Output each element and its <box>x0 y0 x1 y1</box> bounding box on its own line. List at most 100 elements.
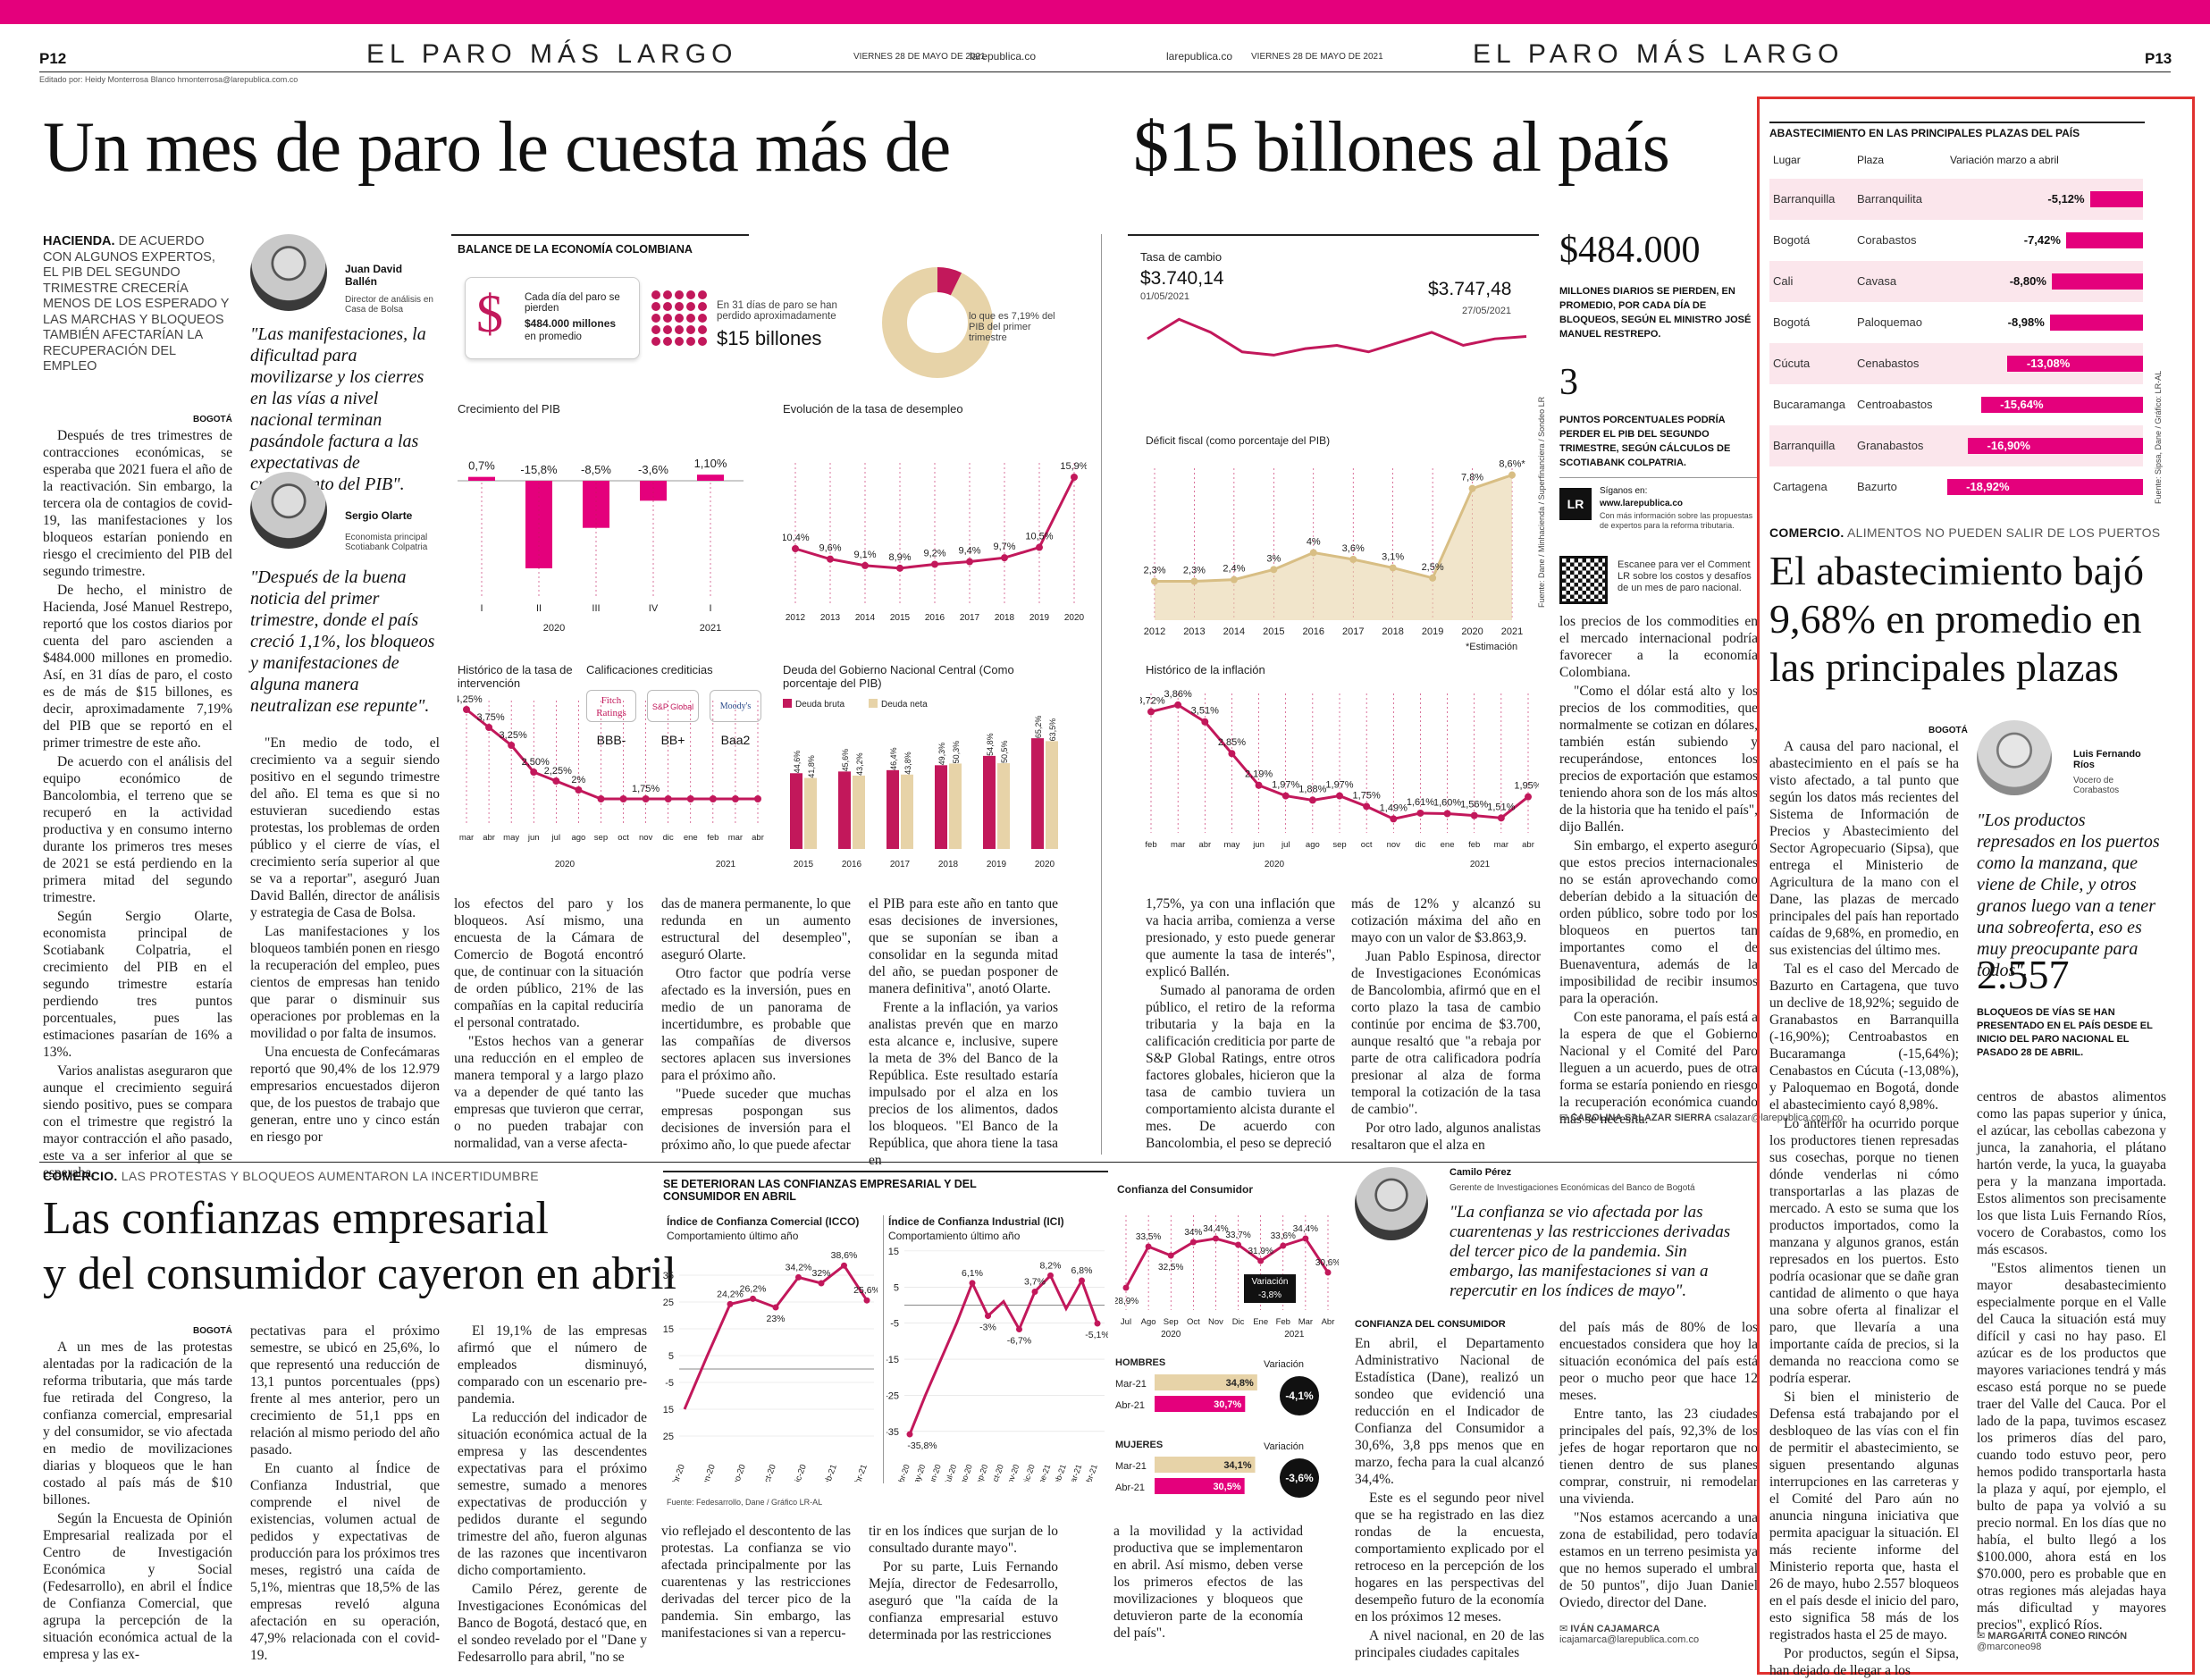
data-label: 65,2% <box>1034 716 1043 739</box>
paragraph: Si bien el ministerio de Defensa está tr… <box>1769 1390 1959 1642</box>
site-right[interactable]: larepublica.co <box>1166 50 1233 63</box>
cell-plaza: Barranquilita <box>1857 192 1922 206</box>
divider <box>1559 477 1758 478</box>
paragraph: Entre tanto, las 23 ciudades principales… <box>1559 1407 1758 1507</box>
group-label: 2021 <box>1284 1330 1305 1340</box>
tick-label: 2015 <box>1263 626 1284 637</box>
author-mail[interactable]: icajamarca@larepublica.com.co <box>1559 1634 1700 1645</box>
dollar-icon: $ <box>476 284 503 343</box>
tick-label: mar <box>1494 840 1508 850</box>
series-line <box>1124 1237 1330 1289</box>
data-label: 6,8% <box>1071 1265 1093 1276</box>
ici-chart: 15 5 -5 -15 -25 -35 -35,8% 6,1% -3% -6,7% 3,7% 8,2%… <box>887 1247 1108 1482</box>
data-label: 0,7% <box>468 459 495 473</box>
table-row: Cali Cavasa -8,80% <box>1769 261 2143 302</box>
data-label: 34% <box>1184 1228 1202 1238</box>
story2-quote-name: Camilo Pérez <box>1450 1167 1512 1178</box>
author-mail[interactable]: csalazar@larepublica.com.co <box>1714 1113 1844 1123</box>
top-color-bar <box>0 0 2210 24</box>
data-label: 50,3% <box>952 741 961 764</box>
tick-label: Ago <box>1141 1317 1156 1327</box>
quote2-role: Economista principal Scotiabank Colpatri… <box>345 533 428 552</box>
tick-label: I <box>480 603 483 614</box>
tick-label: sep <box>1332 840 1346 850</box>
story2-col-1: A un mes de las protestas alentadas por … <box>43 1339 232 1665</box>
data-label: 9,6% <box>819 543 841 554</box>
author-mail[interactable]: @marconeo98 <box>1977 1642 2042 1652</box>
y-tick: -35 <box>887 1427 899 1438</box>
daily-unit: en promedio <box>525 332 582 342</box>
paragraph: En cuanto al Índice de Confianza Industr… <box>250 1461 440 1663</box>
data-label: 41,8% <box>807 755 816 778</box>
data-label: 31,9% <box>1248 1247 1273 1256</box>
story3-quote-text: "Los productos represados en los puertos… <box>1977 811 2160 980</box>
rating-fitch: BBB- <box>596 733 626 747</box>
paragraph: el PIB para este año en tanto que esas d… <box>869 896 1058 996</box>
avatar <box>1977 720 2052 795</box>
tick-label: jun <box>1252 840 1265 850</box>
tick-label: 2019 <box>987 860 1007 869</box>
confidence-chart-title: SE DETERIORAN LAS CONFIANZAS EMPRESARIAL… <box>663 1178 977 1203</box>
data-label: 34,1% <box>1223 1460 1251 1471</box>
data-point <box>750 1295 756 1302</box>
data-point <box>1429 574 1437 582</box>
tick-label: Mar <box>1298 1317 1313 1327</box>
tick-label: mar <box>728 833 743 843</box>
data-point <box>1094 1320 1101 1327</box>
data-point <box>1189 1239 1197 1246</box>
tick-label: Ene-21 <box>1035 1463 1052 1482</box>
supply-source: Fuente: Sipsa, Dane / Gráfico: LR-AL <box>2154 370 2163 504</box>
qr-code[interactable] <box>1559 556 1608 604</box>
data-label: 1,56% <box>1460 800 1488 811</box>
avatar <box>250 472 327 549</box>
tick-label: ago <box>571 833 585 843</box>
debt-bar-gross <box>935 765 947 849</box>
data-point <box>754 795 761 802</box>
variation-circle <box>1280 1376 1319 1415</box>
variation-bar <box>1967 438 2143 454</box>
author-name: CAROLINA SALAZAR SIERRA <box>1570 1113 1712 1123</box>
variation-label: -18,92% <box>1966 480 2010 493</box>
pie-text: lo que es 7,19% del PIB del primer trime… <box>969 311 1055 343</box>
data-point <box>818 1280 825 1287</box>
paragraph: más de 12% y alcanzó su cotización máxim… <box>1351 896 1541 945</box>
follow-site[interactable]: www.larepublica.co <box>1600 499 1683 508</box>
site-left[interactable]: larepublica.co <box>970 50 1037 63</box>
data-point <box>1147 708 1155 716</box>
data-point <box>1001 554 1008 562</box>
data-point <box>1201 718 1209 726</box>
tick-label: abr <box>752 833 764 843</box>
chart-divider <box>883 1215 884 1483</box>
tick-label: 2014 <box>855 613 876 623</box>
debt-bar-net <box>901 774 913 849</box>
group-title: MUJERES <box>1115 1440 1163 1450</box>
data-label: 23% <box>766 1314 785 1324</box>
story2-kicker: COMERCIO. LAS PROTESTAS Y BLOQUEOS AUMEN… <box>43 1169 539 1183</box>
paragraph: Varios analistas aseguraron que aunque e… <box>43 1063 232 1180</box>
story2-headline-1: Las confianzas empresarial <box>43 1193 549 1244</box>
section-divider <box>39 1162 1757 1163</box>
data-label: 30,6% <box>1315 1258 1339 1268</box>
paragraph: los efectos del paro y los bloqueos. Así… <box>454 896 643 1030</box>
data-label: 1,49% <box>1380 802 1408 813</box>
series-line <box>683 1264 869 1410</box>
variation-bar <box>2089 191 2143 207</box>
paragraph: A un mes de las protestas alentadas por … <box>43 1340 232 1508</box>
data-point <box>1071 474 1078 481</box>
group-label: 2020 <box>543 623 565 634</box>
tick-label: Sep <box>1164 1317 1179 1327</box>
variation-label: -16,90% <box>1987 439 2030 452</box>
pib-share-pie <box>882 267 993 378</box>
data-label: 8,2% <box>1040 1260 1062 1271</box>
table-row: Cúcuta Cenabastos -13,08% <box>1769 343 2143 384</box>
data-point <box>731 795 739 802</box>
story3-stat-value: 2.557 <box>1977 952 2070 997</box>
table-row: Barranquilla Granabastos -16,90% <box>1769 425 2143 466</box>
data-label: 8,6%* <box>1499 459 1525 470</box>
variation-label: -7,42% <box>2023 233 2061 247</box>
tick-label: 2015 <box>794 860 814 869</box>
story3-col-2: centros de abastos alimentos como las pa… <box>1977 1088 2166 1635</box>
fitch-label: Fitch Ratings <box>596 695 626 718</box>
paragraph: A causa del paro nacional, el abastecimi… <box>1769 739 1959 958</box>
mail-icon: ✉ <box>1559 1624 1571 1634</box>
